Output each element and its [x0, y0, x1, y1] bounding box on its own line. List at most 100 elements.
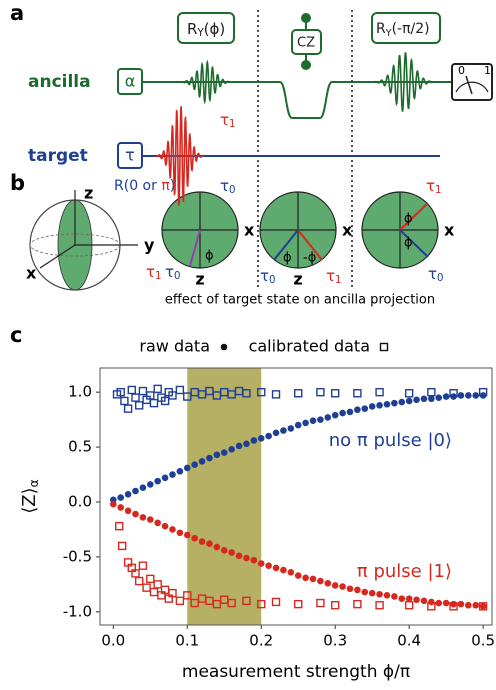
marker-circle [176, 529, 184, 537]
angle-label: ϕ [404, 236, 413, 251]
label-sub: 0 [174, 271, 180, 282]
marker-circle [420, 395, 428, 403]
ancilla-label: ancilla [28, 72, 91, 92]
marker-circle [413, 596, 420, 604]
marker-square [175, 385, 185, 395]
marker-circle [472, 392, 480, 399]
state-box [117, 142, 143, 169]
marker-circle [354, 586, 361, 594]
sub-label: τ1 [146, 263, 162, 283]
marker-circle [139, 514, 147, 521]
marker-circle [465, 601, 472, 609]
marker-square [153, 580, 162, 589]
axis-label: z [84, 184, 93, 203]
marker-square [478, 387, 488, 397]
gate-box [291, 29, 322, 55]
marker-square [160, 396, 170, 406]
marker-circle [465, 392, 472, 399]
marker-circle [346, 585, 354, 593]
marker-square [175, 596, 185, 606]
marker-square [134, 401, 144, 410]
axis-label: z [195, 270, 204, 289]
marker-circle [280, 427, 287, 434]
marker-circle [220, 449, 228, 456]
label-sub: 1 [155, 271, 161, 282]
sub-label: RY(ϕ) [187, 20, 225, 40]
marker-square [153, 384, 162, 394]
label-base: τ [428, 265, 437, 283]
marker-circle [324, 414, 332, 421]
axis-arrow [39, 244, 76, 269]
rotation-text: R(0 or [114, 178, 161, 194]
marker-circle [398, 595, 406, 602]
marker-circle [346, 408, 354, 416]
x-tick-label: 0.4 [397, 632, 421, 650]
label-arg: (-π/2) [392, 21, 430, 37]
panel-label: b [10, 171, 25, 195]
marker-circle [442, 599, 450, 607]
marker-circle [265, 562, 272, 569]
marker-square [316, 598, 325, 608]
x-tick-label: 0.1 [175, 632, 199, 650]
label-base: τ [260, 267, 269, 285]
angle-label: ϕ [205, 249, 214, 264]
marker-square [168, 588, 177, 598]
shaded-band [187, 368, 262, 625]
meter-label: 1 [484, 64, 491, 77]
axis-label: y [144, 236, 155, 255]
y-tick-label: 1.0 [68, 383, 92, 401]
label-sub: 0 [437, 273, 443, 284]
marker-circle [117, 494, 125, 501]
marker-square [123, 404, 133, 413]
marker-square [331, 601, 340, 610]
marker-circle [331, 411, 339, 419]
marker-square [427, 602, 436, 611]
label-sub: Y [385, 28, 392, 39]
label-arg: (ϕ) [204, 20, 226, 38]
label-base: τ [146, 263, 155, 281]
marker-circle [368, 403, 376, 410]
marker-square [138, 561, 148, 570]
marker-square [242, 389, 251, 398]
sub-label: τ1 [220, 111, 236, 131]
marker-circle [287, 425, 295, 432]
marker-square [120, 396, 129, 406]
marker-circle [317, 416, 324, 423]
marker-circle [339, 583, 346, 590]
ancilla-line [142, 81, 452, 119]
marker-circle [206, 540, 213, 548]
marker-circle [376, 402, 383, 409]
marker-circle [435, 599, 443, 607]
sub-label: τ1 [426, 177, 442, 197]
label-base: ⟨Z⟩ [19, 487, 40, 513]
marker-circle [243, 440, 250, 448]
marker-circle [383, 400, 391, 408]
marker-circle [280, 566, 287, 574]
marker-square [183, 392, 192, 401]
marker-circle [428, 395, 435, 403]
marker-circle [309, 575, 317, 583]
label-sub: α [27, 479, 41, 487]
plot-frame [99, 367, 493, 626]
marker-square [134, 576, 144, 586]
marker-circle [198, 458, 206, 465]
marker-circle [250, 437, 258, 444]
sub-label: τ0 [428, 265, 444, 285]
marker-square [271, 597, 281, 607]
annotation: π pulse |1⟩ [357, 561, 452, 582]
marker-circle [132, 487, 139, 495]
marker-circle [361, 405, 369, 412]
marker-circle [243, 554, 250, 562]
marker-circle [183, 464, 191, 472]
label-sub: 1 [335, 275, 341, 286]
meter-label: 0 [458, 64, 465, 77]
marker-circle [479, 603, 487, 610]
marker-circle [376, 590, 383, 598]
angle-label: -ϕ [303, 251, 316, 266]
x-tick-label: 0.0 [101, 632, 125, 650]
gate-box [177, 12, 235, 44]
marker-circle [302, 574, 309, 582]
y-tick-label: 0.5 [68, 438, 92, 456]
cz-dot [301, 13, 311, 23]
marker-circle [272, 429, 280, 437]
